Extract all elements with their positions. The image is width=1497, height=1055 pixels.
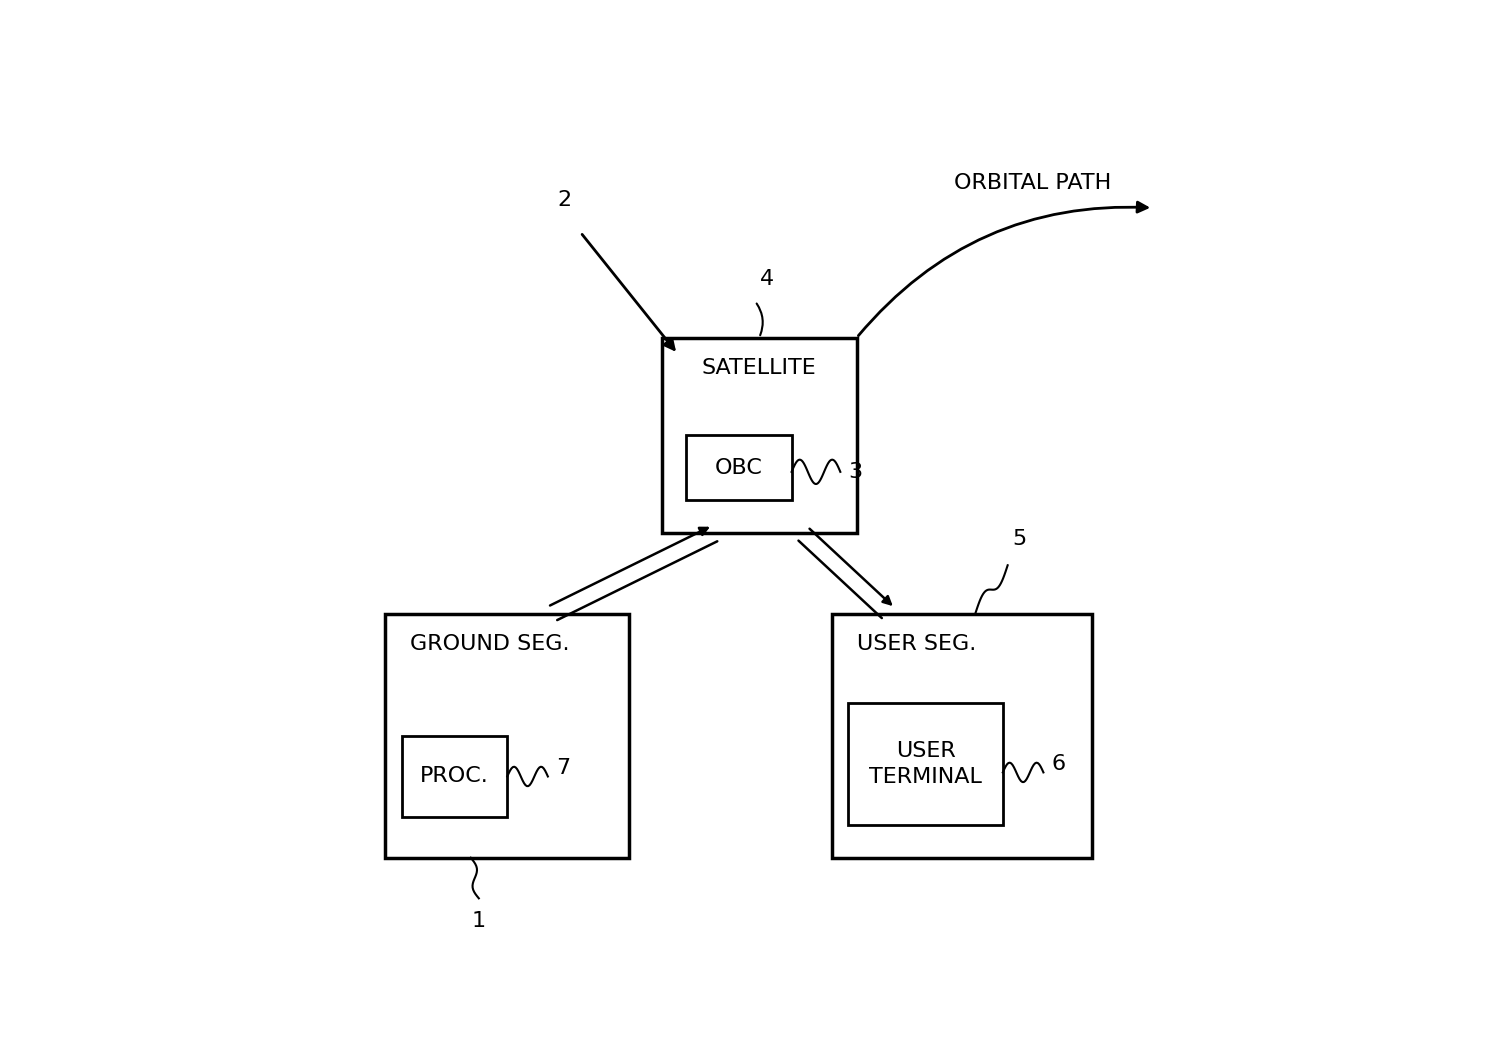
Text: 5: 5: [1013, 529, 1027, 549]
Text: 4: 4: [760, 269, 774, 289]
Bar: [385, 614, 629, 858]
Text: 6: 6: [1051, 754, 1066, 774]
Bar: [686, 436, 792, 500]
Text: PROC.: PROC.: [421, 767, 490, 786]
Text: GROUND SEG.: GROUND SEG.: [410, 634, 569, 654]
Bar: [662, 338, 856, 533]
Bar: [849, 704, 1003, 825]
Bar: [401, 736, 507, 817]
Text: USER SEG.: USER SEG.: [856, 634, 976, 654]
Text: OBC: OBC: [716, 458, 762, 478]
Text: 7: 7: [555, 759, 570, 779]
Text: ORBITAL PATH: ORBITAL PATH: [954, 173, 1111, 193]
Text: USER
TERMINAL: USER TERMINAL: [870, 741, 982, 787]
Text: 1: 1: [472, 910, 487, 931]
Text: SATELLITE: SATELLITE: [702, 358, 816, 378]
Text: 3: 3: [849, 462, 862, 482]
Bar: [832, 614, 1093, 858]
Text: 2: 2: [557, 190, 572, 210]
